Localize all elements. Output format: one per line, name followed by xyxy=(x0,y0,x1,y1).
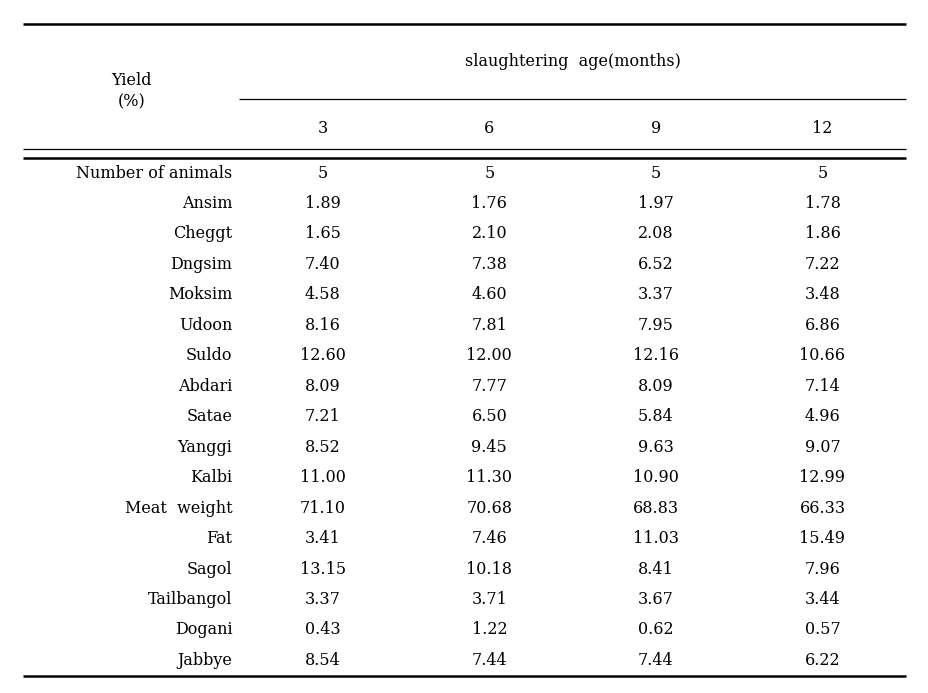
Text: 12.60: 12.60 xyxy=(300,347,345,365)
Text: 2.08: 2.08 xyxy=(638,225,673,243)
Text: slaughtering  age(months): slaughtering age(months) xyxy=(464,53,680,70)
Text: Dogani: Dogani xyxy=(174,622,232,638)
Text: 13.15: 13.15 xyxy=(300,561,345,577)
Text: 7.21: 7.21 xyxy=(304,408,341,426)
Text: 11.30: 11.30 xyxy=(466,469,511,486)
Text: Number of animals: Number of animals xyxy=(76,164,232,182)
Text: Dngsim: Dngsim xyxy=(170,256,232,273)
Text: 7.96: 7.96 xyxy=(804,561,840,577)
Text: 5: 5 xyxy=(651,164,661,182)
Text: 3.44: 3.44 xyxy=(804,591,840,608)
Text: 3.37: 3.37 xyxy=(638,286,673,304)
Text: 4.60: 4.60 xyxy=(471,286,507,304)
Text: 7.22: 7.22 xyxy=(804,256,840,273)
Text: 9.63: 9.63 xyxy=(638,439,673,456)
Text: 7.40: 7.40 xyxy=(304,256,341,273)
Text: Abdari: Abdari xyxy=(178,378,232,395)
Text: 11.00: 11.00 xyxy=(300,469,345,486)
Text: Satae: Satae xyxy=(187,408,232,426)
Text: 3.71: 3.71 xyxy=(470,591,507,608)
Text: 3.41: 3.41 xyxy=(304,530,341,547)
Text: 1.89: 1.89 xyxy=(304,195,341,212)
Text: Moksim: Moksim xyxy=(168,286,232,304)
Text: 4.96: 4.96 xyxy=(804,408,840,426)
Text: 3.48: 3.48 xyxy=(804,286,840,304)
Text: 12.99: 12.99 xyxy=(799,469,844,486)
Text: 6.86: 6.86 xyxy=(804,317,840,334)
Text: 11.03: 11.03 xyxy=(632,530,678,547)
Text: 5.84: 5.84 xyxy=(638,408,673,426)
Text: 5: 5 xyxy=(483,164,494,182)
Text: 5: 5 xyxy=(817,164,827,182)
Text: 1.22: 1.22 xyxy=(471,622,507,638)
Text: 7.44: 7.44 xyxy=(471,652,507,669)
Text: 1.86: 1.86 xyxy=(804,225,840,243)
Text: 71.10: 71.10 xyxy=(300,500,345,516)
Text: 66.33: 66.33 xyxy=(799,500,844,516)
Text: 12: 12 xyxy=(811,120,831,137)
Text: Ansim: Ansim xyxy=(182,195,232,212)
Text: 0.43: 0.43 xyxy=(304,622,341,638)
Text: 2.10: 2.10 xyxy=(471,225,507,243)
Text: 0.57: 0.57 xyxy=(804,622,840,638)
Text: 1.78: 1.78 xyxy=(804,195,840,212)
Text: 12.00: 12.00 xyxy=(466,347,511,365)
Text: 0.62: 0.62 xyxy=(638,622,673,638)
Text: 10.66: 10.66 xyxy=(799,347,844,365)
Text: 1.97: 1.97 xyxy=(638,195,673,212)
Text: 8.09: 8.09 xyxy=(304,378,341,395)
Text: 7.38: 7.38 xyxy=(470,256,507,273)
Text: 1.65: 1.65 xyxy=(304,225,341,243)
Text: 10.18: 10.18 xyxy=(466,561,511,577)
Text: 7.77: 7.77 xyxy=(470,378,507,395)
Text: Yield
(%): Yield (%) xyxy=(111,72,151,110)
Text: 8.09: 8.09 xyxy=(638,378,673,395)
Text: Meat  weight: Meat weight xyxy=(124,500,232,516)
Text: 7.14: 7.14 xyxy=(804,378,840,395)
Text: 70.68: 70.68 xyxy=(466,500,511,516)
Text: 6: 6 xyxy=(483,120,494,137)
Text: 9.07: 9.07 xyxy=(804,439,840,456)
Text: 1.76: 1.76 xyxy=(470,195,507,212)
Text: 68.83: 68.83 xyxy=(632,500,678,516)
Text: 15.49: 15.49 xyxy=(799,530,844,547)
Text: 3.67: 3.67 xyxy=(638,591,673,608)
Text: 7.95: 7.95 xyxy=(638,317,673,334)
Text: 3: 3 xyxy=(317,120,328,137)
Text: 9.45: 9.45 xyxy=(470,439,507,456)
Text: Kalbi: Kalbi xyxy=(190,469,232,486)
Text: 7.46: 7.46 xyxy=(470,530,507,547)
Text: 6.50: 6.50 xyxy=(470,408,507,426)
Text: 7.44: 7.44 xyxy=(638,652,673,669)
Text: 6.22: 6.22 xyxy=(804,652,840,669)
Text: Jabbye: Jabbye xyxy=(177,652,232,669)
Text: Suldo: Suldo xyxy=(186,347,232,365)
Text: 8.52: 8.52 xyxy=(304,439,341,456)
Text: 7.81: 7.81 xyxy=(470,317,507,334)
Text: 8.41: 8.41 xyxy=(638,561,673,577)
Text: 12.16: 12.16 xyxy=(632,347,678,365)
Text: 5: 5 xyxy=(317,164,328,182)
Text: Udoon: Udoon xyxy=(179,317,232,334)
Text: 4.58: 4.58 xyxy=(304,286,341,304)
Text: 8.16: 8.16 xyxy=(304,317,341,334)
Text: Cheggt: Cheggt xyxy=(174,225,232,243)
Text: 8.54: 8.54 xyxy=(304,652,341,669)
Text: 6.52: 6.52 xyxy=(638,256,673,273)
Text: 10.90: 10.90 xyxy=(632,469,678,486)
Text: Tailbangol: Tailbangol xyxy=(148,591,232,608)
Text: 3.37: 3.37 xyxy=(304,591,341,608)
Text: Fat: Fat xyxy=(206,530,232,547)
Text: Yanggi: Yanggi xyxy=(177,439,232,456)
Text: Sagol: Sagol xyxy=(187,561,232,577)
Text: 9: 9 xyxy=(651,120,661,137)
